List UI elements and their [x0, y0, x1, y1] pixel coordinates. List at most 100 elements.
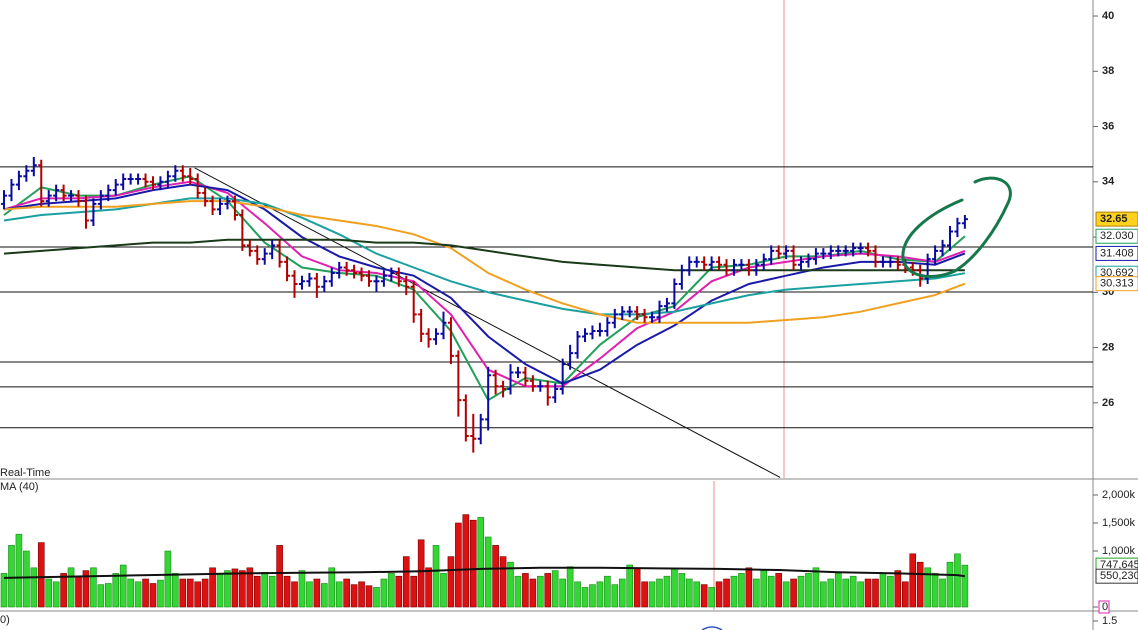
ohlc-bar	[485, 366, 492, 431]
ohlc-bar	[820, 248, 827, 260]
volume-bar	[469, 519, 477, 608]
ohlc-bar	[857, 242, 864, 254]
ohlc-bar	[708, 256, 715, 271]
volume-bar	[365, 585, 373, 608]
ohlc-bar	[671, 278, 678, 309]
ohlc-bar	[611, 308, 618, 329]
ohlc-bar	[686, 256, 693, 276]
volume-bar	[685, 578, 693, 608]
volume-bar	[15, 533, 23, 608]
volume-bar	[507, 561, 514, 608]
y-tick-label: 1.5	[1102, 615, 1117, 627]
volume-bar	[887, 575, 894, 608]
volume-bar	[708, 587, 715, 608]
volume-bar	[388, 573, 395, 608]
ohlc-bar	[60, 184, 67, 202]
ohlc-bar	[105, 184, 112, 202]
y-tick-label: 34	[1102, 176, 1115, 188]
volume-bar	[477, 517, 485, 608]
ohlc-bar	[656, 300, 663, 323]
ohlc-bar	[946, 226, 953, 251]
volume-bar	[872, 578, 879, 608]
volume-bar	[671, 567, 678, 608]
ohlc-bar	[775, 245, 782, 260]
volume-bar	[306, 581, 313, 608]
volume-bar	[283, 575, 291, 608]
ohlc-bar	[649, 311, 656, 323]
volume-bar	[797, 575, 805, 608]
y-tick-label: 2,000k	[1102, 489, 1136, 501]
ohlc-bar	[626, 306, 633, 318]
ohlc-bar	[701, 256, 708, 271]
ohlc-bar	[738, 259, 745, 271]
volume-bar	[909, 553, 917, 608]
price-pane	[0, 156, 1093, 478]
volume-bar	[402, 556, 410, 608]
value-label: 32.030	[1100, 230, 1134, 242]
volume-bar	[842, 578, 850, 608]
y-tick-label: 28	[1102, 341, 1114, 353]
volume-bar	[455, 522, 462, 608]
value-box	[1095, 276, 1138, 292]
volume-bar	[97, 584, 105, 608]
volume-bar	[172, 573, 179, 608]
ohlc-bar	[68, 190, 75, 202]
ohlc-bar	[120, 173, 127, 191]
y-tick-label: 0	[1102, 601, 1108, 613]
volume-bar	[410, 575, 417, 608]
ohlc-bar	[403, 275, 410, 296]
volume-bar	[447, 556, 455, 608]
volume-bar	[313, 578, 321, 608]
ohlc-bar	[663, 297, 670, 312]
volume-bar	[775, 573, 782, 608]
volume-bar	[484, 536, 492, 608]
volume-bar	[604, 575, 611, 608]
ohlc-bar	[336, 261, 343, 279]
value-label: 31.408	[1100, 247, 1134, 259]
volume-bar	[75, 575, 82, 608]
volume-bar	[857, 581, 864, 608]
volume-bar	[149, 583, 157, 608]
ohlc-bar	[239, 209, 246, 251]
ohlc-bar	[544, 380, 551, 406]
ohlc-bar	[149, 176, 156, 191]
volume-pane	[0, 514, 969, 608]
volume-bar	[127, 578, 134, 608]
volume-bar	[343, 578, 350, 608]
ohlc-bar	[321, 275, 328, 293]
ohlc-bar	[827, 245, 834, 260]
ohlc-bar	[961, 214, 968, 229]
volume-bar	[544, 573, 552, 608]
volume-bar	[678, 573, 686, 608]
volume-bar	[946, 561, 954, 608]
volume-bar	[566, 566, 574, 608]
volume-bar	[581, 587, 589, 608]
ohlc-bar	[790, 245, 797, 271]
annotation-loop	[901, 176, 1012, 279]
volume-bar	[537, 575, 544, 608]
volume-bar	[901, 581, 909, 608]
ohlc-bar	[500, 380, 507, 398]
pane-title: MA (40)	[0, 481, 39, 493]
ohlc-bar	[887, 256, 894, 268]
ohlc-bar	[760, 253, 767, 271]
ohlc-bar	[582, 328, 589, 343]
volume-bar	[268, 575, 276, 608]
ohlc-bar	[455, 350, 462, 417]
ohlc-bar	[112, 179, 119, 196]
ohlc-bar	[634, 306, 641, 320]
ohlc-bar	[217, 198, 224, 215]
volume-bar	[60, 573, 67, 608]
ohlc-bar	[425, 328, 432, 348]
ohlc-bar	[75, 190, 82, 207]
y-tick-label: 38	[1102, 65, 1114, 77]
ohlc-bar	[440, 311, 447, 340]
value-box	[1095, 245, 1138, 261]
ohlc-bar	[202, 187, 209, 207]
volume-bar	[432, 545, 440, 608]
ohlc-bar	[395, 267, 402, 287]
ohlc-bar	[343, 261, 350, 276]
ohlc-bar	[753, 259, 760, 276]
y-tick-label: 1,000k	[1102, 545, 1136, 557]
ohlc-bar	[492, 369, 499, 395]
